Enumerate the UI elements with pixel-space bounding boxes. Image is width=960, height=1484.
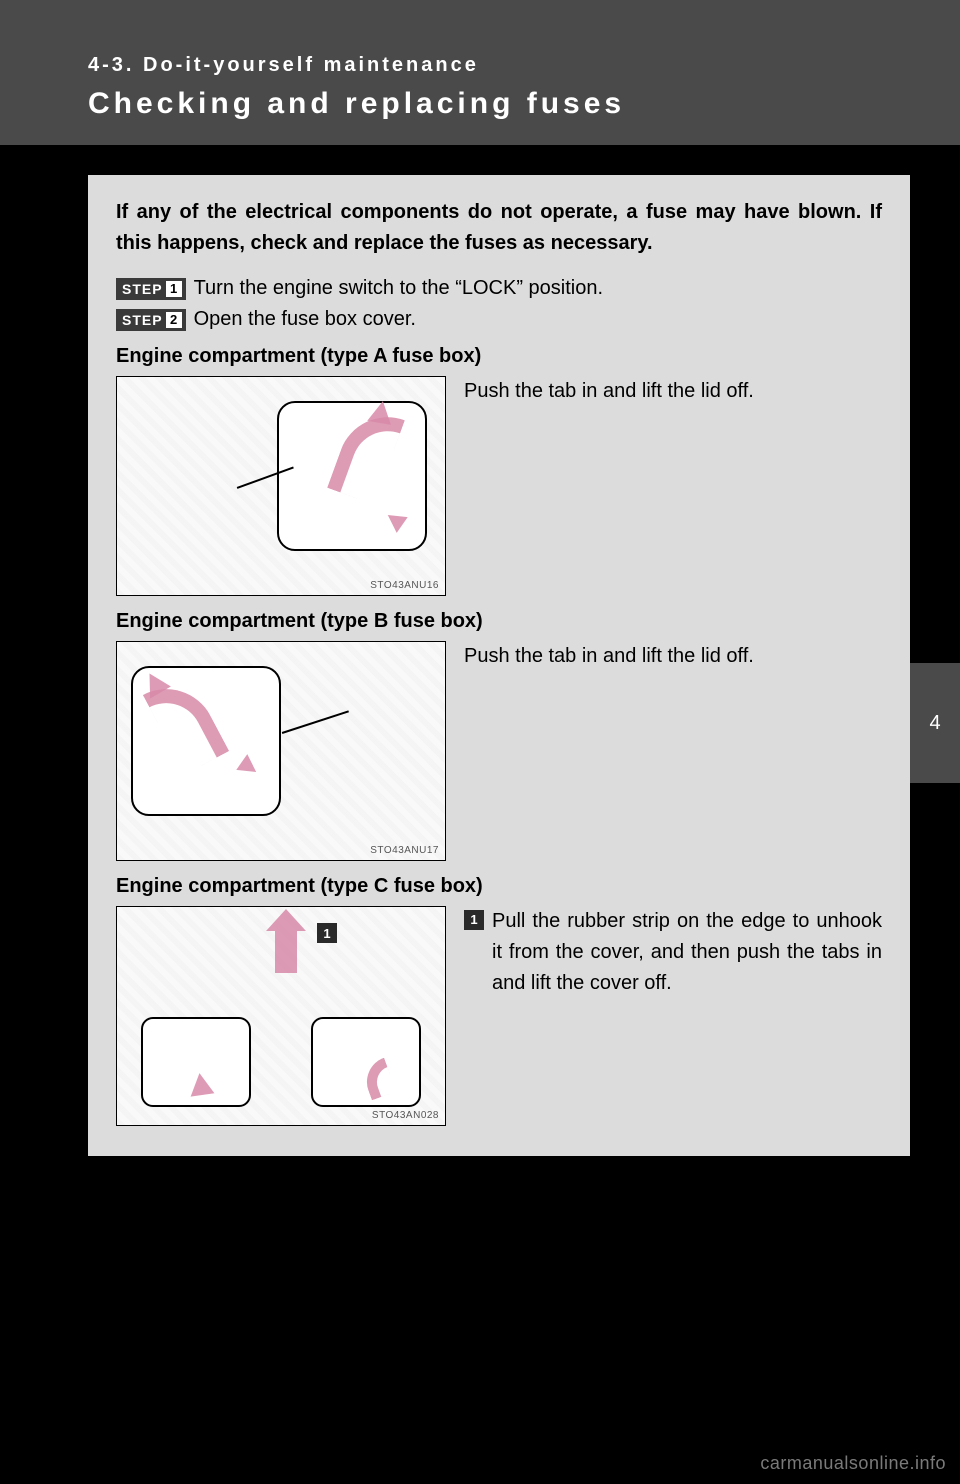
arrow-up-icon — [275, 929, 297, 973]
figure-code: STO43AN028 — [372, 1110, 439, 1121]
arrow-head-icon — [367, 399, 394, 425]
arrow-head-icon — [188, 1071, 215, 1096]
step-label: STEP — [122, 281, 163, 297]
content-area: If any of the electrical components do n… — [88, 175, 910, 1156]
figure-type-a: STO43ANU16 — [116, 376, 446, 596]
step-label: STEP — [122, 312, 163, 328]
arrow-icon — [360, 1058, 397, 1101]
heading-type-b: Engine compartment (type B fuse box) — [116, 610, 882, 633]
arrow-head-icon — [236, 754, 261, 780]
callout-number: 1 — [464, 910, 484, 930]
figure-type-c: 1 STO43AN028 — [116, 906, 446, 1126]
description-c: Pull the rubber strip on the edge to unh… — [492, 906, 882, 999]
figure-type-b: STO43ANU17 — [116, 641, 446, 861]
step-1-row: STEP 1 Turn the engine switch to the “LO… — [116, 277, 882, 300]
figure-inset-a — [277, 401, 427, 551]
watermark: carmanualsonline.info — [760, 1453, 946, 1474]
step-badge-2: STEP 2 — [116, 309, 186, 331]
arrow-head-icon — [382, 507, 407, 533]
page-title: Checking and replacing fuses — [88, 87, 960, 121]
heading-type-c: Engine compartment (type C fuse box) — [116, 875, 882, 898]
heading-type-a: Engine compartment (type A fuse box) — [116, 345, 882, 368]
figure-inset-c2 — [311, 1017, 421, 1107]
callout-1: 1 — [317, 923, 337, 943]
step-2-row: STEP 2 Open the fuse box cover. — [116, 308, 882, 331]
header-band: 4-3. Do-it-yourself maintenance Checking… — [0, 0, 960, 145]
arrow-icon — [327, 403, 405, 505]
description-a: Push the tab in and lift the lid off. — [464, 376, 882, 407]
figure-code: STO43ANU17 — [370, 845, 439, 856]
step-badge-1: STEP 1 — [116, 278, 186, 300]
step-number: 1 — [166, 281, 182, 297]
step-number: 2 — [166, 312, 182, 328]
figure-inset-b — [131, 666, 281, 816]
block-a: STO43ANU16 Push the tab in and lift the … — [116, 376, 882, 596]
block-c: 1 STO43AN028 1 Pull the rubber strip on … — [116, 906, 882, 1126]
section-number: 4-3. Do-it-yourself maintenance — [88, 54, 960, 77]
description-c-wrap: 1 Pull the rubber strip on the edge to u… — [464, 906, 882, 999]
description-b: Push the tab in and lift the lid off. — [464, 641, 882, 672]
step-text: Open the fuse box cover. — [194, 308, 416, 331]
block-b: STO43ANU17 Push the tab in and lift the … — [116, 641, 882, 861]
figure-code: STO43ANU16 — [370, 580, 439, 591]
figure-inset-c1 — [141, 1017, 251, 1107]
intro-paragraph: If any of the electrical components do n… — [116, 197, 882, 259]
step-text: Turn the engine switch to the “LOCK” pos… — [194, 277, 603, 300]
chapter-tab: 4 — [910, 663, 960, 783]
